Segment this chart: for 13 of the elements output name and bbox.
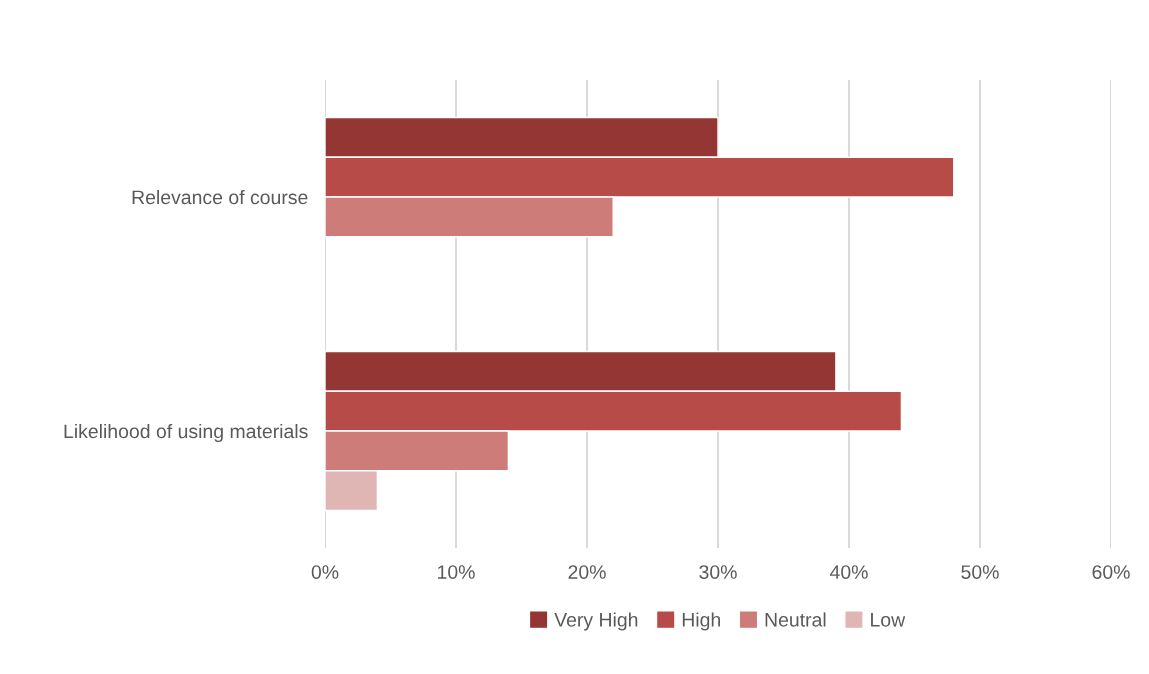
legend-label: Neutral [765, 612, 826, 627]
y-tick-label: Likelihood of using materials [64, 423, 308, 443]
x-tick-label: 30% [699, 565, 737, 579]
x-tick-label: 20% [568, 565, 606, 579]
x-tick-label: 0% [311, 565, 339, 579]
legend-label: High [682, 612, 720, 631]
legend-label: Low [871, 613, 906, 627]
legend-label: Very High [554, 612, 638, 631]
x-tick-label: 50% [961, 565, 999, 579]
y-tick-label: Relevance of course [132, 189, 308, 205]
x-tick-label: 60% [1092, 565, 1130, 579]
x-tick-label: 40% [829, 565, 868, 579]
x-tick-label: 10% [438, 565, 475, 579]
